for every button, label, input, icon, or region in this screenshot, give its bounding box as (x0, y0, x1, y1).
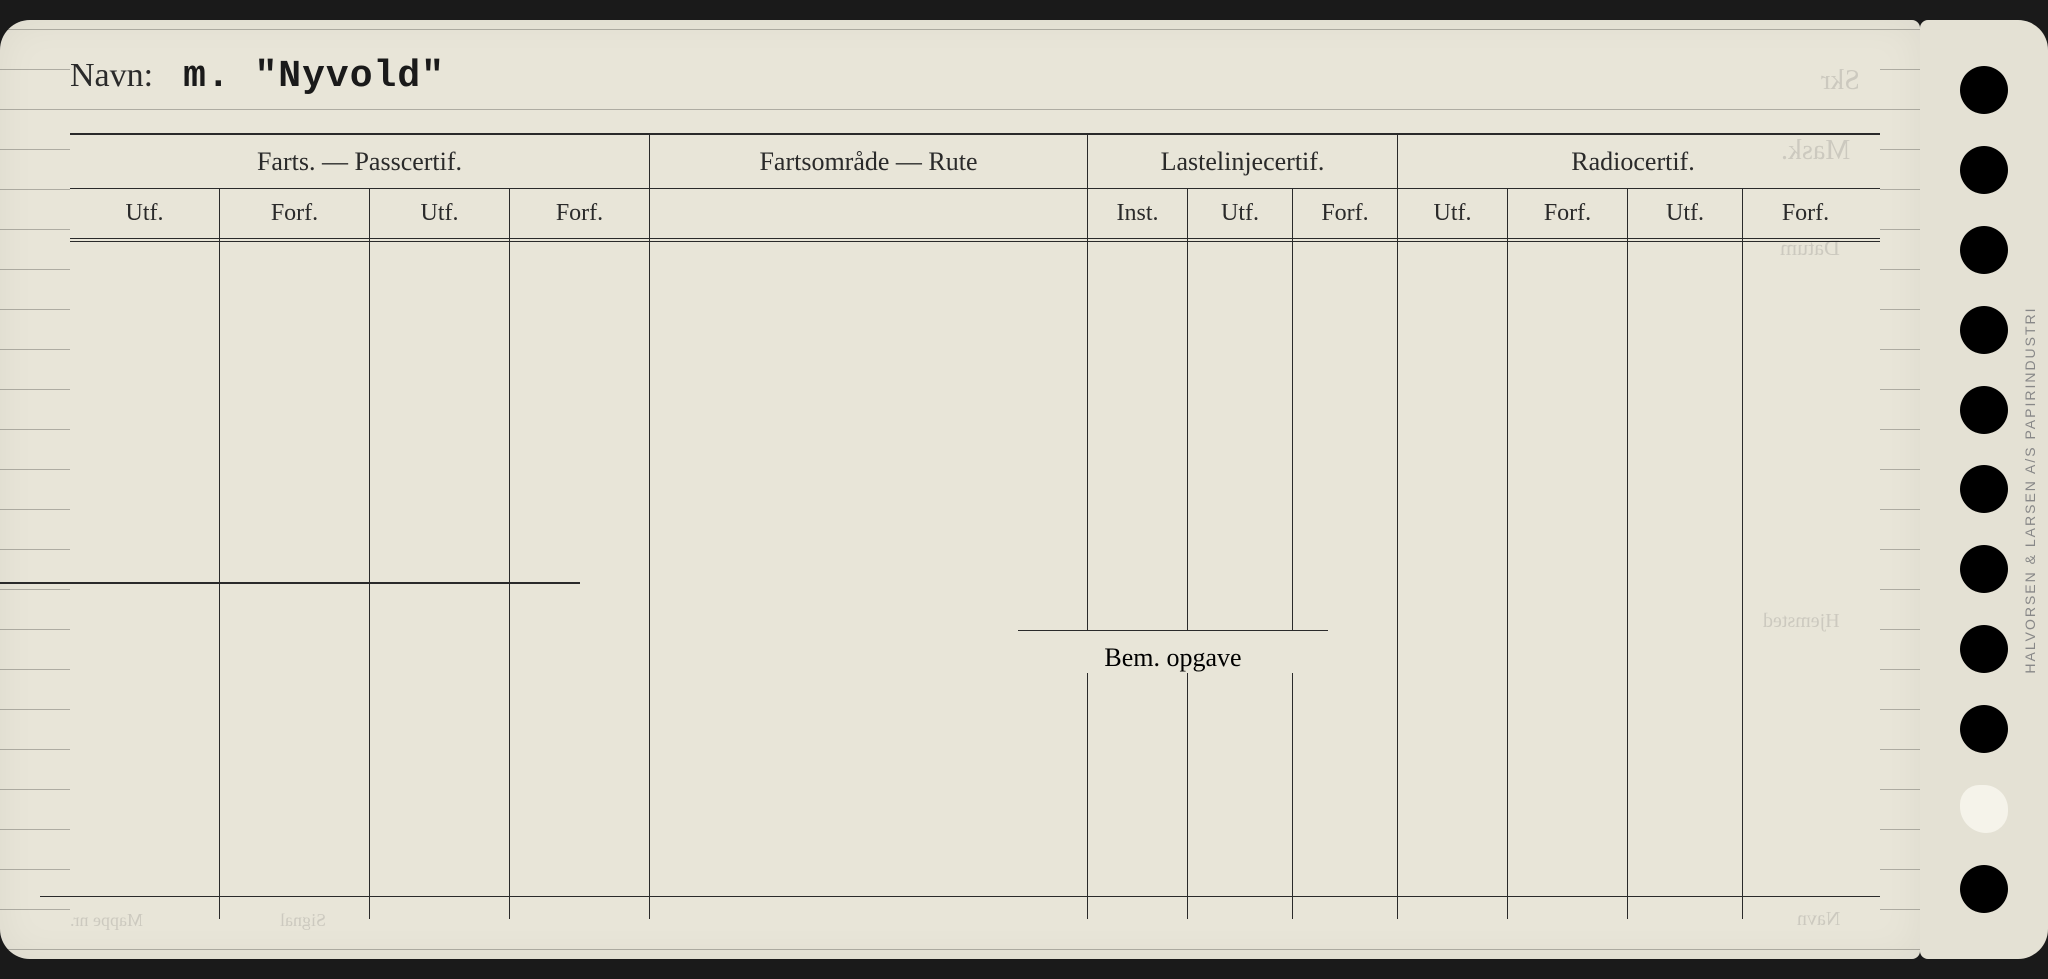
sub-forf-4: Forf. (1508, 189, 1628, 238)
punch-hole (1960, 306, 2008, 354)
sub-utf-2: Utf. (370, 189, 510, 238)
printer-mark: HALVORSEN & LARSEN A/S PAPIRINDUSTRI (2022, 306, 2038, 673)
punch-hole (1960, 625, 2008, 673)
mid-horizontal-rule (0, 582, 580, 584)
punch-hole (1960, 865, 2008, 913)
navn-value: m. "Nyvold" (183, 55, 445, 98)
punch-hole (1960, 386, 2008, 434)
punch-hole (1960, 705, 2008, 753)
sub-utf-3: Utf. (1188, 189, 1293, 238)
col-inst (1088, 239, 1188, 919)
sub-forf-2: Forf. (510, 189, 650, 238)
group-rute: Fartsområde — Rute (650, 135, 1088, 188)
col-forf-3 (1293, 239, 1398, 919)
binding-strip: HALVORSEN & LARSEN A/S PAPIRINDUSTRI (1920, 20, 2048, 959)
table: Farts. — Passcertif. Fartsområde — Rute … (70, 133, 1880, 919)
col-utf-3 (1188, 239, 1293, 919)
index-card: Navn: m. "Nyvold" Skr Mask. Datum Hjemst… (0, 20, 1920, 959)
group-laste: Lastelinjecertif. (1088, 135, 1398, 188)
sub-inst: Inst. (1088, 189, 1188, 238)
col-forf-4 (1508, 239, 1628, 919)
sub-header-row: Utf. Forf. Utf. Forf. Inst. Utf. Forf. U… (70, 189, 1880, 239)
sub-rute (650, 189, 1088, 238)
col-utf-1 (70, 239, 220, 919)
sub-forf-5: Forf. (1743, 189, 1868, 238)
table-body (70, 239, 1880, 919)
punch-hole (1960, 465, 2008, 513)
punch-hole (1960, 66, 2008, 114)
document-card: Navn: m. "Nyvold" Skr Mask. Datum Hjemst… (0, 20, 2048, 959)
punch-hole (1960, 545, 2008, 593)
group-header-row: Farts. — Passcertif. Fartsområde — Rute … (70, 135, 1880, 189)
header-row: Navn: m. "Nyvold" (70, 55, 1880, 103)
bleed-skr: Skr (1821, 65, 1860, 97)
punch-hole-torn (1960, 785, 2008, 833)
col-rute (650, 239, 1088, 919)
sub-utf-5: Utf. (1628, 189, 1743, 238)
bem-opgave-label: Bem. opgave (1018, 630, 1328, 673)
col-utf-2 (370, 239, 510, 919)
group-farts: Farts. — Passcertif. (70, 135, 650, 188)
col-utf-4 (1398, 239, 1508, 919)
punch-hole (1960, 226, 2008, 274)
sub-utf-1: Utf. (70, 189, 220, 238)
sub-forf-3: Forf. (1293, 189, 1398, 238)
bleed-mask: Mask. (1781, 135, 1850, 167)
col-forf-2 (510, 239, 650, 919)
sub-forf-1: Forf. (220, 189, 370, 238)
col-forf-5 (1743, 239, 1868, 919)
sub-utf-4: Utf. (1398, 189, 1508, 238)
navn-label: Navn: (70, 57, 153, 95)
bottom-rule (40, 896, 1880, 897)
col-forf-1 (220, 239, 370, 919)
col-utf-5 (1628, 239, 1743, 919)
punch-hole (1960, 146, 2008, 194)
